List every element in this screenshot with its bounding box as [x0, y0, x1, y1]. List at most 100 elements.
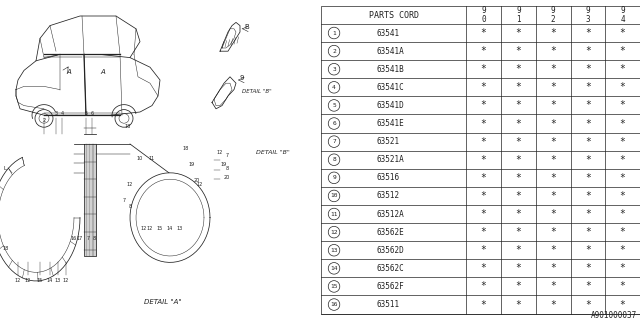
Text: 10: 10 — [330, 193, 338, 198]
Text: 12: 12 — [127, 181, 133, 187]
Text: 18: 18 — [3, 246, 9, 251]
Text: 12: 12 — [63, 277, 69, 283]
Text: 12: 12 — [216, 149, 222, 155]
Text: *: * — [515, 282, 522, 292]
Text: *: * — [585, 173, 591, 183]
Text: 19: 19 — [220, 162, 226, 167]
Text: *: * — [550, 263, 556, 273]
Text: *: * — [550, 100, 556, 110]
Text: *: * — [515, 245, 522, 255]
Text: 63541A: 63541A — [376, 47, 404, 56]
Text: *: * — [620, 263, 625, 273]
Text: *: * — [481, 300, 486, 309]
Text: 18: 18 — [125, 124, 131, 129]
Text: 2: 2 — [332, 49, 336, 54]
Text: *: * — [515, 173, 522, 183]
Text: *: * — [515, 100, 522, 110]
Text: *: * — [515, 28, 522, 38]
Text: 19: 19 — [188, 162, 194, 167]
Text: *: * — [481, 118, 486, 129]
Text: 9
1: 9 1 — [516, 6, 521, 24]
Text: DETAIL "A": DETAIL "A" — [144, 299, 182, 305]
Text: 7: 7 — [332, 139, 336, 144]
Text: 63562C: 63562C — [376, 264, 404, 273]
Text: *: * — [515, 118, 522, 129]
Text: *: * — [585, 28, 591, 38]
Text: 63541C: 63541C — [376, 83, 404, 92]
Text: 9
2: 9 2 — [551, 6, 556, 24]
Text: 8: 8 — [226, 166, 229, 171]
Text: 63562F: 63562F — [376, 282, 404, 291]
Text: A: A — [100, 68, 105, 75]
Text: *: * — [585, 155, 591, 165]
Text: *: * — [620, 282, 625, 292]
Text: 13: 13 — [177, 227, 183, 231]
Text: *: * — [481, 173, 486, 183]
Text: *: * — [585, 209, 591, 219]
Text: 63521: 63521 — [376, 137, 399, 146]
Text: *: * — [481, 263, 486, 273]
Text: *: * — [585, 263, 591, 273]
Text: 4: 4 — [60, 111, 63, 116]
Text: *: * — [550, 191, 556, 201]
Text: 5: 5 — [332, 103, 336, 108]
Text: 5: 5 — [84, 111, 88, 116]
Text: 16: 16 — [330, 302, 338, 307]
Text: DETAIL "B": DETAIL "B" — [242, 89, 271, 94]
Text: 11: 11 — [330, 212, 338, 217]
Text: 12: 12 — [141, 227, 147, 231]
Text: *: * — [481, 46, 486, 56]
Text: *: * — [515, 209, 522, 219]
Text: 14: 14 — [167, 227, 173, 231]
Text: 12: 12 — [15, 277, 21, 283]
Text: *: * — [550, 282, 556, 292]
Text: 12: 12 — [147, 227, 153, 231]
Text: *: * — [620, 300, 625, 309]
Text: *: * — [515, 191, 522, 201]
Text: 7: 7 — [226, 153, 229, 158]
Text: *: * — [481, 100, 486, 110]
Text: *: * — [550, 300, 556, 309]
Text: 6: 6 — [332, 121, 336, 126]
Text: *: * — [585, 137, 591, 147]
Text: *: * — [515, 300, 522, 309]
Text: *: * — [620, 46, 625, 56]
Text: *: * — [515, 263, 522, 273]
Text: B: B — [244, 24, 249, 30]
Text: 16: 16 — [71, 236, 77, 241]
Text: 63562E: 63562E — [376, 228, 404, 236]
Text: 3: 3 — [54, 111, 58, 116]
Text: *: * — [620, 64, 625, 74]
Text: 20: 20 — [194, 179, 200, 183]
Text: *: * — [585, 100, 591, 110]
Text: *: * — [515, 64, 522, 74]
Text: *: * — [585, 82, 591, 92]
Text: *: * — [550, 173, 556, 183]
Text: *: * — [515, 227, 522, 237]
Text: *: * — [481, 137, 486, 147]
Text: *: * — [550, 46, 556, 56]
Text: A901000037: A901000037 — [591, 311, 637, 320]
Text: 13: 13 — [55, 277, 61, 283]
Text: 63512: 63512 — [376, 191, 399, 200]
Text: 7: 7 — [122, 197, 125, 203]
Text: *: * — [550, 245, 556, 255]
Text: 1: 1 — [332, 30, 336, 36]
Text: *: * — [515, 137, 522, 147]
Text: 9
4: 9 4 — [620, 6, 625, 24]
Text: *: * — [585, 300, 591, 309]
Text: 10: 10 — [137, 156, 143, 161]
Text: L: L — [4, 166, 7, 171]
Text: 2: 2 — [42, 117, 45, 123]
Text: 15: 15 — [330, 284, 338, 289]
Text: *: * — [481, 82, 486, 92]
Text: PARTS CORD: PARTS CORD — [369, 11, 419, 20]
Text: *: * — [585, 245, 591, 255]
Text: *: * — [585, 227, 591, 237]
Polygon shape — [84, 144, 96, 256]
Text: *: * — [585, 46, 591, 56]
Text: 63562D: 63562D — [376, 246, 404, 255]
Text: 13: 13 — [330, 248, 338, 253]
Text: 63516: 63516 — [376, 173, 399, 182]
Text: *: * — [620, 155, 625, 165]
